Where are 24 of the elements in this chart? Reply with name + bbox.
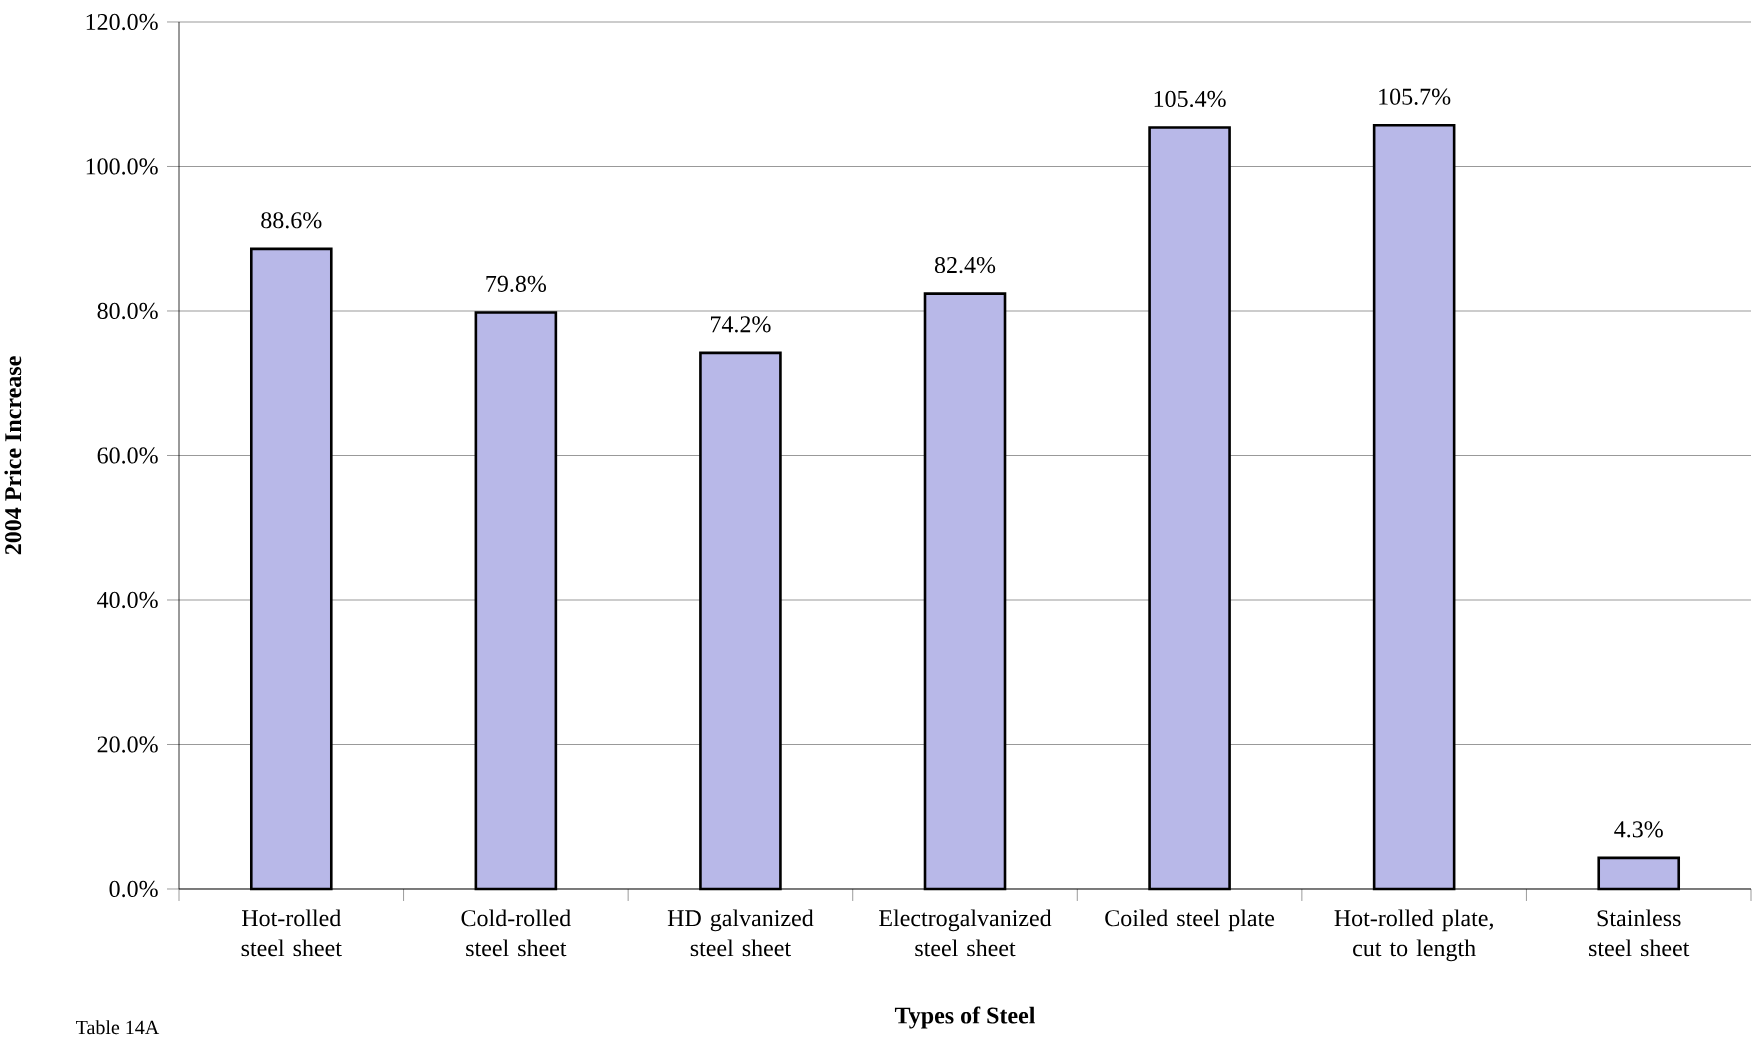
y-tick-label: 80.0%	[97, 302, 158, 320]
y-tick-label: 0.0%	[109, 880, 158, 898]
x-tick-label: Stainless steel sheet	[1589, 909, 1690, 957]
x-tick-label: Hot-rolled steel sheet	[241, 909, 342, 957]
data-label: 79.8%	[486, 275, 547, 293]
y-tick-label: 120.0%	[86, 13, 158, 31]
data-label: 82.4%	[934, 256, 996, 274]
y-tick-label: 60.0%	[97, 447, 158, 464]
y-axis-title: 2004 Price Increase	[4, 356, 22, 555]
x-tick-label: Coiled steel plate	[1105, 909, 1275, 932]
y-tick-label: 20.0%	[97, 736, 158, 753]
x-tick-label: HD galvanized steel sheet	[667, 909, 814, 957]
y-tick-label: 100.0%	[86, 158, 158, 175]
data-label: 4.3%	[1614, 821, 1663, 838]
data-label: 88.6%	[261, 212, 322, 229]
x-tick-label: Electrogalvanized steel sheet	[879, 909, 1052, 957]
y-tick-label: 40.0%	[97, 591, 158, 609]
data-label: 105.7%	[1379, 88, 1451, 105]
x-axis-title: Types of Steel	[894, 1006, 1035, 1029]
x-tick-label: Hot-rolled plate, cut to length	[1334, 909, 1493, 962]
x-tick-label: Cold-rolled steel sheet	[461, 909, 571, 957]
caption: Table 14A	[76, 1020, 160, 1035]
data-label: 74.2%	[711, 316, 771, 333]
data-label: 105.4%	[1154, 90, 1226, 108]
